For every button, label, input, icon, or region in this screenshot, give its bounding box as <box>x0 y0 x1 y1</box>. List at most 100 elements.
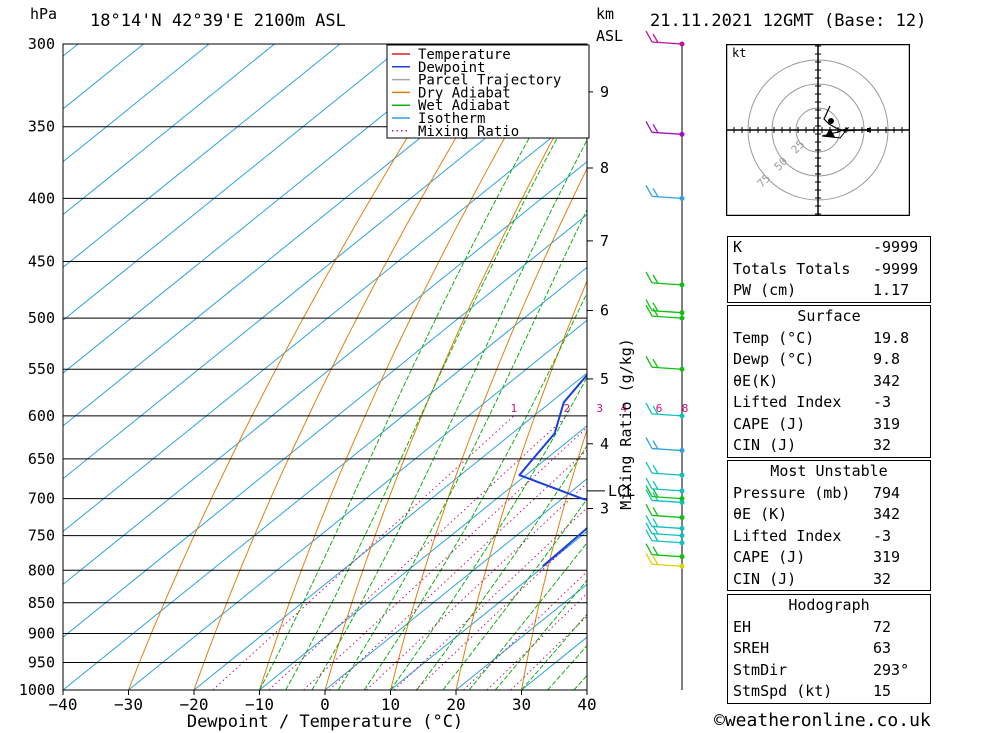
pressure-tick-label: 950 <box>28 653 55 671</box>
legend-label: Parcel Trajectory <box>418 73 561 89</box>
hodo-key: EH <box>733 617 752 636</box>
mixing-ratio-line <box>463 571 587 690</box>
pressure-tick-label: 1000 <box>19 681 55 699</box>
wind-barb-dot <box>679 514 685 520</box>
wind-barb-feather <box>645 304 653 317</box>
wind-barb-feather <box>652 188 659 198</box>
mixing-ratio-line <box>510 615 587 690</box>
dry-adiabat-line <box>259 44 559 690</box>
km-tick-label: 3 <box>600 499 609 517</box>
mixing-ratio-line <box>393 507 587 690</box>
isotherm-line <box>63 44 144 110</box>
surface-key: Lifted Index <box>733 393 842 411</box>
wind-barb <box>651 554 683 558</box>
mixing-ratio-label: 4 <box>621 402 628 415</box>
km-tick-label: 7 <box>600 232 609 250</box>
mixing-ratio-line <box>328 449 587 690</box>
surface-key: CIN (J) <box>733 436 797 454</box>
wind-barb-feather <box>645 355 653 368</box>
axes: 3003504004505005506006507007508008509009… <box>19 35 597 714</box>
wind-barb-feather <box>645 529 653 542</box>
wind-barb-feather <box>652 405 659 415</box>
isotherm-line <box>324 478 587 690</box>
mu-key: θE (K) <box>733 505 788 523</box>
isotherm-line <box>63 44 210 163</box>
wind-barb-feather <box>652 464 659 474</box>
wind-barb-feather <box>645 504 653 516</box>
dewpoint-profile <box>518 373 587 567</box>
isotherm-line <box>193 372 587 690</box>
wind-barb-feather <box>652 546 659 556</box>
wind-barb-feather <box>652 358 659 369</box>
wet-adiabat-line <box>442 498 587 690</box>
wind-barb <box>651 131 683 135</box>
wind-barb <box>651 41 683 45</box>
wind-barb-feather <box>652 302 659 312</box>
wind-barb <box>651 315 683 319</box>
index-key: PW (cm) <box>733 281 797 299</box>
km-tick-label: 8 <box>600 159 609 177</box>
mu-key: CAPE (J) <box>733 548 806 566</box>
storm-motion-marker <box>825 128 835 137</box>
wind-barb <box>651 514 683 519</box>
hodo-value: 293° <box>873 660 910 679</box>
mu-key: Pressure (mb) <box>733 483 851 502</box>
legend-label: Dewpoint <box>418 60 485 76</box>
most-unstable-table: Most Unstable Pressure (mb) 794 θE (K) 342… <box>727 460 931 591</box>
isotherm-line <box>521 636 587 690</box>
wind-barb <box>651 472 683 476</box>
x-tick-label: 30 <box>512 695 531 714</box>
wind-barb-feather <box>652 518 659 528</box>
pressure-tick-label: 500 <box>28 309 55 327</box>
legend-label: Wet Adiabat <box>418 98 511 114</box>
datetime-title: 21.11.2021 12GMT (Base: 12) <box>650 11 927 31</box>
wind-barb-feather <box>645 271 653 284</box>
km-tick-label: 4 <box>600 435 609 453</box>
mixing-ratio-label: 3 <box>596 402 603 415</box>
pressure-tick-label: 650 <box>28 450 55 468</box>
legend-label: Dry Adiabat <box>418 85 511 101</box>
x-tick-label: 40 <box>577 695 596 714</box>
wind-barb <box>651 413 683 417</box>
dry-adiabat-line <box>128 44 467 690</box>
isotherm-line <box>63 55 587 480</box>
isotherm-line <box>259 425 587 690</box>
wind-barb <box>651 310 683 314</box>
hodograph-title: Hodograph <box>788 596 870 614</box>
wind-barb-feather <box>645 402 653 415</box>
index-value: 1.17 <box>873 281 910 299</box>
wind-barb-dot <box>679 525 685 531</box>
isotherm-line <box>63 44 275 216</box>
km-tick-label: 9 <box>600 83 609 101</box>
isotherm-line <box>63 213 587 638</box>
wind-barb-feather <box>645 489 653 501</box>
wind-barb-feather <box>652 274 659 284</box>
mu-value: 319 <box>873 548 901 566</box>
surface-value: -3 <box>873 393 892 411</box>
wind-barb <box>651 195 683 200</box>
isotherm-line <box>63 108 587 533</box>
wind-barb-feather <box>652 507 659 517</box>
mixing-ratio-label: 6 <box>656 402 663 415</box>
dry-adiabat-line <box>390 167 587 690</box>
wind-barb-dot <box>679 499 685 505</box>
wind-barb-dot <box>679 472 685 478</box>
indices-table: K -9999 Totals Totals -9999 PW (cm) 1.17 <box>727 236 931 303</box>
wind-barb-feather <box>645 543 653 555</box>
pressure-tick-label: 350 <box>28 118 55 136</box>
surface-value: 342 <box>873 371 901 390</box>
wind-barb-dot <box>679 310 685 316</box>
hodograph-point <box>828 118 834 124</box>
wet-adiabat-line <box>285 82 587 690</box>
isotherm-line <box>63 44 537 427</box>
location-title: 18°14'N 42°39'E 2100m ASL <box>90 11 346 31</box>
wind-barb <box>651 525 683 530</box>
legend-label: Mixing Ratio <box>418 124 519 140</box>
wind-barbs <box>645 30 685 690</box>
hodograph-unit: kt <box>732 46 746 60</box>
isotherm-line <box>63 44 341 269</box>
asl-axis-unit: ASL <box>596 27 624 45</box>
mixing-ratio-line <box>212 415 515 690</box>
pressure-tick-label: 750 <box>28 527 55 545</box>
